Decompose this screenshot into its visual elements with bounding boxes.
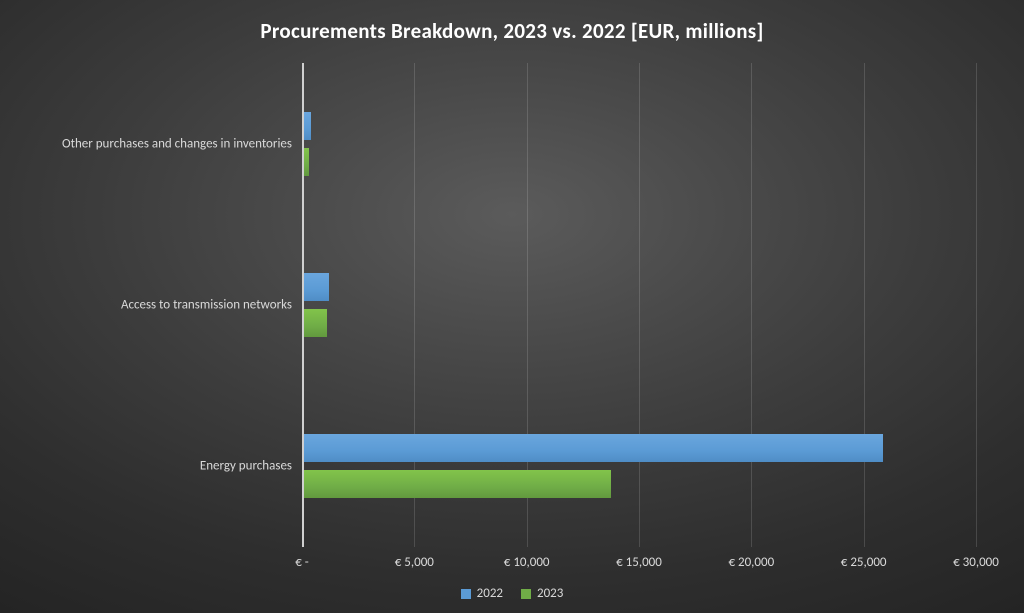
x-tick-label: € 30,000: [953, 555, 999, 570]
x-tick-label: € 25,000: [841, 555, 887, 570]
x-tick-label: € 20,000: [728, 555, 774, 570]
legend-label: 2022: [477, 586, 503, 601]
bar-2022: [303, 434, 883, 462]
legend: 2022 2023: [0, 586, 1024, 601]
legend-item-2023: 2023: [521, 586, 563, 601]
legend-swatch: [521, 589, 531, 599]
legend-label: 2023: [537, 586, 563, 601]
plot-area: [302, 63, 976, 547]
chart-title: Procurements Breakdown, 2023 vs. 2022 [E…: [0, 18, 1024, 44]
gridline: [976, 63, 977, 547]
bar-2023: [303, 309, 327, 337]
y-category-label: Access to transmission networks: [121, 298, 292, 313]
bar-2023: [303, 470, 611, 498]
gridline: [751, 63, 752, 547]
legend-swatch: [461, 589, 471, 599]
x-tick-label: € -: [295, 555, 309, 570]
gridline: [639, 63, 640, 547]
y-axis-line: [302, 63, 304, 547]
y-category-label: Other purchases and changes in inventori…: [62, 136, 292, 151]
gridline: [864, 63, 865, 547]
bar-2022: [303, 112, 311, 140]
legend-item-2022: 2022: [461, 586, 503, 601]
y-category-label: Energy purchases: [200, 459, 292, 474]
x-tick-label: € 10,000: [504, 555, 550, 570]
bar-2022: [303, 273, 329, 301]
chart-container: Procurements Breakdown, 2023 vs. 2022 [E…: [0, 0, 1024, 613]
x-tick-label: € 15,000: [616, 555, 662, 570]
x-tick-label: € 5,000: [395, 555, 434, 570]
